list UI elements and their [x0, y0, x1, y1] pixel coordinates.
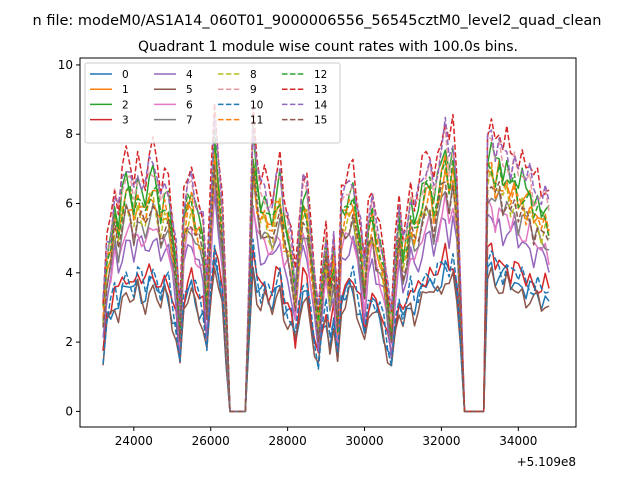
- legend-label-3: 3: [122, 115, 129, 127]
- legend-label-8: 8: [250, 69, 257, 81]
- y-tick-label: 10: [58, 58, 73, 72]
- y-tick-label: 8: [65, 127, 73, 141]
- chart-title: Quadrant 1 module wise count rates with …: [138, 39, 518, 55]
- y-tick-label: 0: [65, 404, 73, 418]
- legend-label-1: 1: [122, 84, 129, 96]
- legend-label-14: 14: [314, 99, 328, 111]
- x-tick-label: 32000: [422, 434, 460, 448]
- x-axis: 24000 26000 28000 30000 32000 34000: [115, 427, 537, 448]
- y-tick-label: 4: [65, 266, 73, 280]
- legend-label-11: 11: [250, 115, 263, 127]
- legend-label-6: 6: [186, 99, 193, 111]
- x-tick-label: 24000: [115, 434, 153, 448]
- legend-label-0: 0: [122, 69, 129, 81]
- legend-label-5: 5: [186, 84, 193, 96]
- series-line-5: [102, 266, 550, 413]
- legend-label-2: 2: [122, 99, 129, 111]
- y-axis: 0 2 4 6 8 10: [58, 58, 80, 418]
- x-tick-label: 34000: [499, 434, 537, 448]
- legend-label-12: 12: [314, 69, 327, 81]
- y-tick-label: 6: [65, 197, 73, 211]
- legend-label-4: 4: [186, 69, 193, 81]
- figure-suptitle: n file: modeM0/AS1A14_060T01_9000006556_…: [33, 13, 602, 29]
- legend-label-10: 10: [250, 99, 263, 111]
- legend-box: [84, 62, 341, 144]
- series-layer: [102, 102, 550, 413]
- x-tick-label: 28000: [269, 434, 307, 448]
- legend-label-13: 13: [314, 84, 327, 96]
- x-tick-label: 30000: [345, 434, 383, 448]
- legend-label-15: 15: [314, 115, 327, 127]
- legend-label-7: 7: [186, 115, 193, 127]
- series-line-15: [102, 163, 550, 413]
- y-tick-label: 2: [65, 335, 73, 349]
- x-tick-label: 26000: [192, 434, 230, 448]
- axes-frame: [79, 57, 577, 428]
- x-offset-label: +5.109e8: [517, 455, 576, 469]
- legend-label-9: 9: [250, 84, 257, 96]
